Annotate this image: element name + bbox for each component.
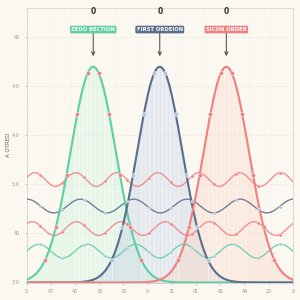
Text: 0: 0	[224, 7, 229, 16]
Text: SICON ORDER: SICON ORDER	[206, 27, 247, 32]
Text: 0: 0	[157, 7, 162, 16]
Text: FIRST ORDEION: FIRST ORDEION	[136, 27, 183, 32]
Y-axis label: A OTRED: A OTRED	[6, 133, 10, 158]
Text: 0: 0	[91, 7, 96, 16]
Text: ZEDO RECTION: ZEDO RECTION	[71, 27, 115, 32]
